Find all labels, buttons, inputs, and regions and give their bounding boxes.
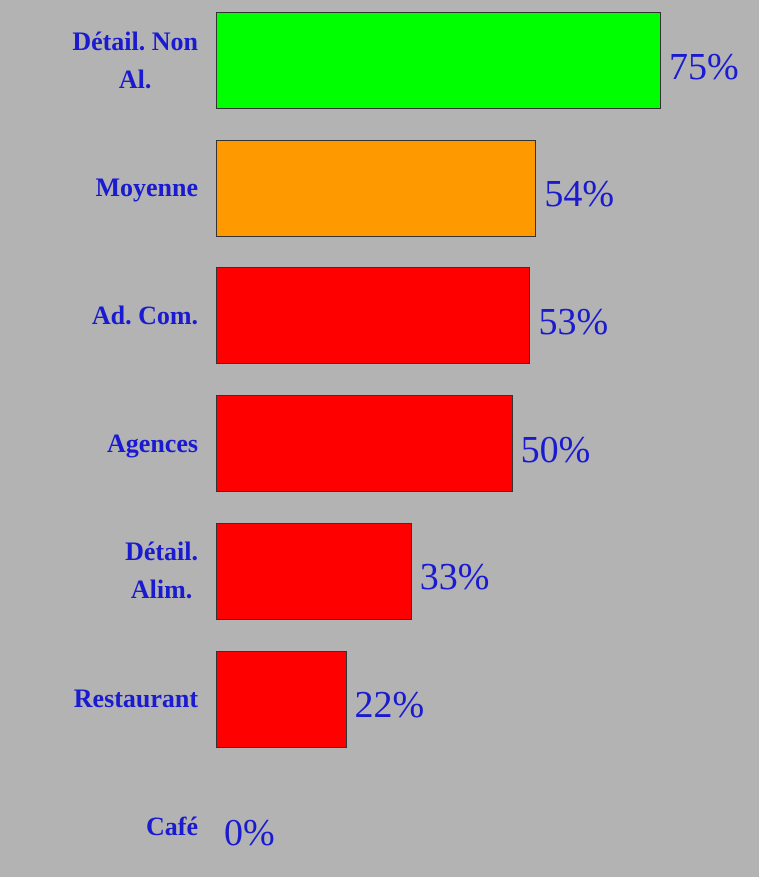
category-text: Détail. Non Al. xyxy=(72,26,198,94)
category-label: Restaurant xyxy=(0,649,198,749)
page: Détail. Non Al. 75% Moyenne 54% Ad. Com. 53% A… xyxy=(0,11,739,854)
value-label: 75% xyxy=(668,45,739,88)
bar xyxy=(216,267,531,365)
value-label: 53% xyxy=(538,300,609,343)
category-text: Restaurant xyxy=(73,684,198,713)
category-label: Détail. Non Al. xyxy=(0,11,198,111)
category-text: Moyenne xyxy=(95,173,198,203)
value-label: 50% xyxy=(520,428,591,471)
bar xyxy=(216,522,412,620)
value-label: 22% xyxy=(354,684,425,726)
value-label: 0% xyxy=(224,811,275,854)
category-text: Café xyxy=(146,811,198,841)
bar xyxy=(216,650,347,748)
category-label: Moyenne xyxy=(0,138,198,238)
bar xyxy=(216,139,537,237)
value-label: 33% xyxy=(419,556,490,599)
category-text: Détail. Alim. xyxy=(125,537,198,605)
category-label: Café xyxy=(0,777,198,877)
category-text: Agences xyxy=(107,428,198,458)
category-label: Agences xyxy=(0,394,198,494)
bar xyxy=(216,12,661,109)
category-text: Ad. Com. xyxy=(91,300,198,330)
bar xyxy=(216,395,513,493)
category-label: Ad. Com. xyxy=(0,266,198,366)
value-label: 54% xyxy=(544,173,615,216)
category-label: Détail. Alim. xyxy=(0,521,198,621)
